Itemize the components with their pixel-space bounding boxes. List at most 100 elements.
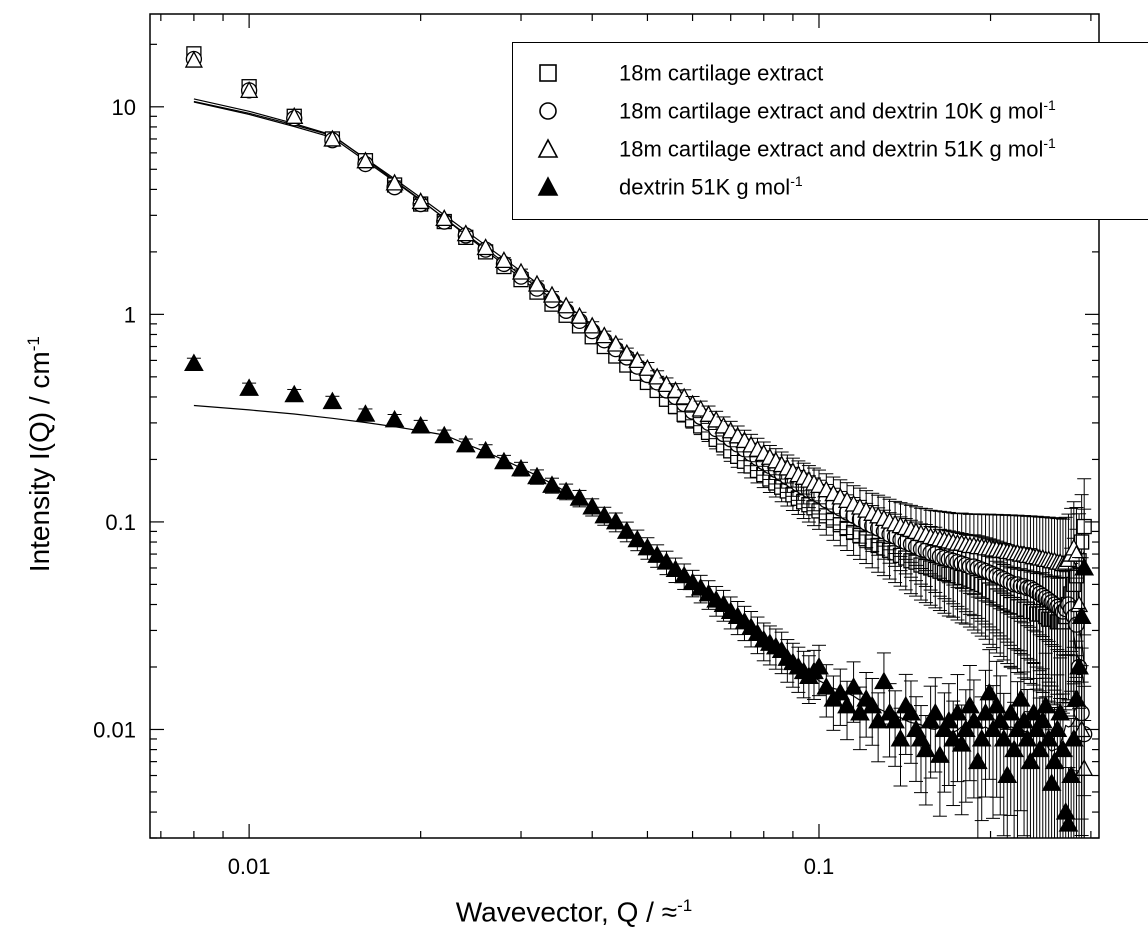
data-point-filled-triangle <box>997 765 1018 784</box>
y-tick-label: 10 <box>112 95 136 120</box>
y-axis-label-text: Intensity I(Q) / cm <box>24 351 56 573</box>
data-point-filled-triangle <box>594 505 615 524</box>
data-point-filled-triangle <box>355 404 376 422</box>
open-triangle-icon <box>537 138 559 158</box>
data-point-filled-triangle <box>979 682 1000 701</box>
data-point-filled-triangle <box>1032 710 1053 729</box>
legend-item-cartilage: 18m cartilage extract <box>513 57 1148 91</box>
y-axis-label-exponent: -1 <box>23 336 43 352</box>
data-point-filled-triangle <box>582 496 603 515</box>
tick-labels: 0.01 0.1 1 10 0.01 0.1 <box>93 95 834 879</box>
x-axis-label: Wavevector, Q / ≈-1 <box>0 896 1148 928</box>
filled-triangle-icon <box>537 176 559 196</box>
data-point-filled-triangle <box>1004 739 1024 758</box>
data-point-open-triangle <box>184 50 203 68</box>
data-point-open-triangle <box>494 251 514 269</box>
data-point-filled-triangle <box>1026 719 1047 737</box>
data-point-filled-triangle <box>384 409 405 428</box>
data-point-filled-triangle <box>656 552 677 570</box>
data-point-filled-triangle <box>1055 802 1076 820</box>
data-point-open-triangle <box>595 326 614 344</box>
data-point-open-triangle <box>557 296 576 314</box>
data-point-open-triangle <box>570 306 589 324</box>
data-point-filled-triangle <box>1017 728 1038 747</box>
legend: 18m cartilage extract 18m cartilage extr… <box>512 42 1148 220</box>
data-point-filled-triangle <box>1063 728 1084 747</box>
data-point-filled-triangle <box>410 415 431 434</box>
data-point-filled-triangle <box>184 353 204 371</box>
data-point-filled-triangle <box>862 695 883 714</box>
data-point-filled-triangle <box>971 728 992 747</box>
data-point-filled-triangle <box>1029 739 1050 758</box>
data-point-open-triangle <box>511 262 531 280</box>
y-tick-label: 1 <box>124 302 136 327</box>
data-point-filled-triangle <box>605 511 626 530</box>
data-point-filled-triangle <box>455 434 476 453</box>
data-point-filled-triangle <box>665 559 686 577</box>
data-point-filled-triangle <box>511 458 531 477</box>
data-point-filled-triangle <box>1020 751 1041 770</box>
data-point-open-triangle <box>683 394 702 412</box>
data-point-open-triangle <box>648 367 667 385</box>
data-point-filled-triangle <box>284 384 305 403</box>
x-tick-label: 0.1 <box>804 854 835 879</box>
data-point-filled-triangle <box>1010 689 1031 707</box>
data-point-filled-triangle <box>1038 728 1059 747</box>
data-point-filled-triangle <box>983 719 1003 737</box>
x-axis-label-text: Wavevector, Q / ≈ <box>455 896 678 928</box>
data-point-open-triangle <box>240 80 259 99</box>
legend-label: dextrin 51K g mol-1 <box>619 173 803 200</box>
data-point-filled-triangle <box>637 537 658 556</box>
data-point-filled-triangle <box>1047 719 1068 737</box>
data-point-filled-triangle <box>830 682 851 701</box>
data-point-filled-triangle <box>494 451 514 470</box>
data-point-filled-triangle <box>527 466 547 485</box>
legend-item-cartilage-dextrin-51k: 18m cartilage extract and dextrin 51K g … <box>513 133 1148 167</box>
x-tick-label: 0.01 <box>228 854 271 879</box>
data-point-filled-triangle <box>1041 773 1062 791</box>
legend-label: 18m cartilage extract and dextrin 51K g … <box>619 135 1056 162</box>
data-point-open-triangle <box>628 351 647 369</box>
data-point-filled-triangle <box>674 565 695 584</box>
data-point-filled-triangle <box>322 391 343 410</box>
data-point-filled-triangle <box>1069 656 1089 675</box>
data-point-filled-triangle <box>542 475 562 493</box>
data-point-filled-triangle <box>475 440 496 459</box>
open-circle-icon <box>539 102 557 120</box>
data-point-filled-triangle <box>816 677 837 695</box>
data-point-filled-triangle <box>1058 814 1079 832</box>
data-point-filled-triangle <box>647 545 668 563</box>
plot-marks <box>184 46 1095 838</box>
data-point-filled-triangle <box>556 481 576 500</box>
data-point-open-triangle <box>638 358 657 376</box>
data-point-filled-triangle <box>967 751 988 770</box>
data-point-open-triangle <box>617 343 636 361</box>
data-point-filled-triangle <box>890 728 911 747</box>
data-point-filled-triangle <box>1071 606 1092 625</box>
data-point-filled-triangle <box>1044 751 1065 770</box>
data-point-filled-triangle <box>434 425 455 444</box>
x-axis-label-exponent: -1 <box>677 896 693 915</box>
plot-frame <box>149 13 1100 839</box>
data-point-filled-triangle <box>1007 719 1028 737</box>
data-point-filled-triangle <box>874 671 894 690</box>
data-point-filled-triangle <box>1050 703 1071 721</box>
data-point-open-triangle <box>356 151 375 169</box>
data-point-filled-triangle <box>901 703 921 721</box>
y-tick-label: 0.01 <box>93 717 136 742</box>
y-tick-label: 0.1 <box>105 510 136 535</box>
data-point-filled-triangle <box>1066 689 1087 707</box>
data-point-open-triangle <box>285 106 304 124</box>
data-point-filled-triangle <box>1074 557 1095 576</box>
data-point-open-triangle <box>385 173 404 191</box>
data-point-filled-triangle <box>837 695 857 714</box>
data-point-open-triangle <box>435 209 454 227</box>
data-point-filled-triangle <box>986 695 1007 714</box>
data-point-filled-triangle <box>993 728 1014 747</box>
data-point-open-triangle <box>527 274 547 292</box>
legend-item-cartilage-dextrin-10k: 18m cartilage extract and dextrin 10K g … <box>513 95 1148 129</box>
data-point-filled-triangle <box>925 703 946 721</box>
y-axis-label: Intensity I(Q) / cm-1 <box>24 224 56 684</box>
data-point-open-triangle <box>606 334 625 352</box>
